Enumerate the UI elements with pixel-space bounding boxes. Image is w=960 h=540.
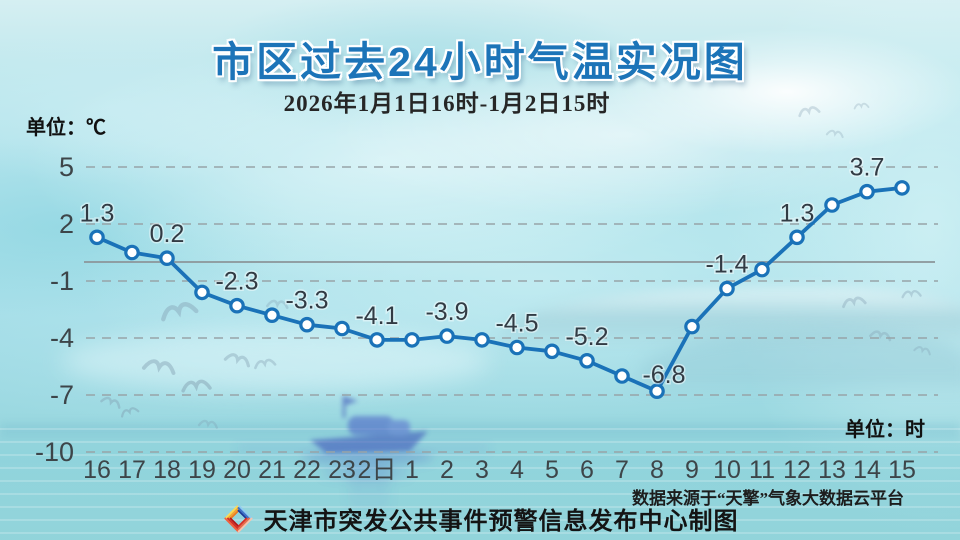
x-tick-label: 2 bbox=[440, 456, 454, 484]
data-point-label: -1.4 bbox=[705, 251, 748, 279]
x-tick-label: 2日 bbox=[358, 456, 397, 484]
data-point-marker bbox=[439, 328, 455, 344]
data-point-marker bbox=[649, 383, 665, 399]
boat-cabin bbox=[348, 416, 394, 435]
warning-center-logo-icon bbox=[223, 504, 253, 533]
data-source-note: 数据来源于“天擎”气象大数据云平台 bbox=[632, 489, 904, 508]
data-point-label: -4.5 bbox=[495, 310, 538, 338]
data-point-marker bbox=[89, 229, 105, 246]
chart-subtitle: 2026年1月1日16时-1月2日15时 bbox=[283, 91, 611, 116]
x-tick-label: 20 bbox=[223, 456, 251, 484]
data-point-label: -2.3 bbox=[215, 268, 258, 296]
data-point-marker bbox=[754, 261, 770, 278]
x-tick-label: 22 bbox=[293, 456, 321, 484]
data-point-marker bbox=[299, 316, 315, 333]
data-point-label: -4.1 bbox=[355, 302, 398, 330]
y-tick-label: 5 bbox=[59, 152, 74, 182]
data-point-marker bbox=[124, 244, 140, 261]
x-tick-label: 23 bbox=[328, 456, 356, 484]
data-point-marker bbox=[894, 180, 910, 196]
data-point-marker bbox=[859, 183, 875, 200]
y-tick-label: -4 bbox=[50, 323, 74, 353]
x-tick-label: 11 bbox=[749, 456, 775, 484]
data-point-marker bbox=[509, 339, 525, 356]
data-point-marker bbox=[789, 229, 805, 246]
y-axis-unit-label: 单位：℃ bbox=[26, 117, 106, 139]
data-point-label: -3.3 bbox=[285, 287, 328, 315]
x-tick-label: 17 bbox=[118, 456, 146, 484]
data-point-marker bbox=[474, 332, 490, 348]
data-point-marker bbox=[614, 368, 630, 384]
data-point-marker bbox=[579, 352, 595, 369]
x-tick-label: 12 bbox=[783, 456, 811, 484]
boat-reflection bbox=[302, 451, 434, 465]
x-tick-label: 13 bbox=[818, 456, 846, 484]
x-axis-unit-label: 单位：时 bbox=[845, 419, 925, 441]
data-point-marker bbox=[194, 284, 210, 301]
x-tick-label: 16 bbox=[83, 456, 111, 484]
data-point-marker bbox=[264, 307, 280, 323]
chart-title: 市区过去24小时气温实况图 bbox=[212, 39, 748, 85]
x-tick-label: 9 bbox=[685, 456, 699, 484]
data-point-label: 1.3 bbox=[780, 199, 815, 227]
x-tick-label: 8 bbox=[650, 456, 664, 484]
credit-text: 天津市突发公共事件预警信息发布中心制图 bbox=[263, 509, 739, 535]
data-point-marker bbox=[824, 197, 840, 213]
x-tick-label: 14 bbox=[853, 456, 881, 484]
data-point-marker bbox=[369, 332, 385, 348]
x-tick-label: 7 bbox=[615, 456, 629, 484]
data-point-label: -6.8 bbox=[642, 361, 685, 389]
x-tick-label: 10 bbox=[713, 456, 741, 484]
x-tick-label: 21 bbox=[258, 456, 286, 484]
x-tick-label: 5 bbox=[545, 456, 559, 484]
data-point-marker bbox=[544, 343, 560, 360]
boat-cabin-small bbox=[388, 420, 410, 435]
x-tick-label: 6 bbox=[580, 456, 594, 484]
data-point-marker bbox=[334, 320, 350, 337]
data-point-label: -5.2 bbox=[565, 323, 608, 351]
data-point-label: -3.9 bbox=[425, 298, 468, 326]
x-tick-label: 4 bbox=[510, 456, 524, 484]
x-tick-label: 19 bbox=[188, 456, 216, 484]
y-tick-label: -10 bbox=[35, 437, 74, 467]
y-tick-label: 2 bbox=[59, 209, 74, 239]
data-point-marker bbox=[684, 318, 700, 335]
x-tick-label: 18 bbox=[153, 456, 181, 484]
data-point-label: 3.7 bbox=[850, 154, 885, 182]
boat-reflection-streak bbox=[348, 461, 390, 523]
data-point-label: 0.2 bbox=[150, 220, 185, 248]
x-tick-label: 3 bbox=[475, 456, 489, 484]
data-point-label: 1.3 bbox=[80, 199, 115, 227]
x-tick-label: 1 bbox=[405, 456, 419, 484]
data-point-marker bbox=[159, 250, 175, 267]
boat-illustration bbox=[238, 396, 488, 523]
y-tick-label: -7 bbox=[50, 380, 74, 410]
boat-flag bbox=[344, 396, 358, 406]
footer-credit-row: 天津市突发公共事件预警信息发布中心制图 bbox=[0, 501, 960, 536]
x-tick-label: 15 bbox=[888, 456, 916, 484]
y-tick-label: -1 bbox=[50, 266, 74, 296]
water-streak bbox=[238, 446, 488, 451]
data-point-marker bbox=[719, 280, 735, 297]
data-point-marker bbox=[404, 332, 420, 348]
data-point-marker bbox=[229, 297, 245, 314]
